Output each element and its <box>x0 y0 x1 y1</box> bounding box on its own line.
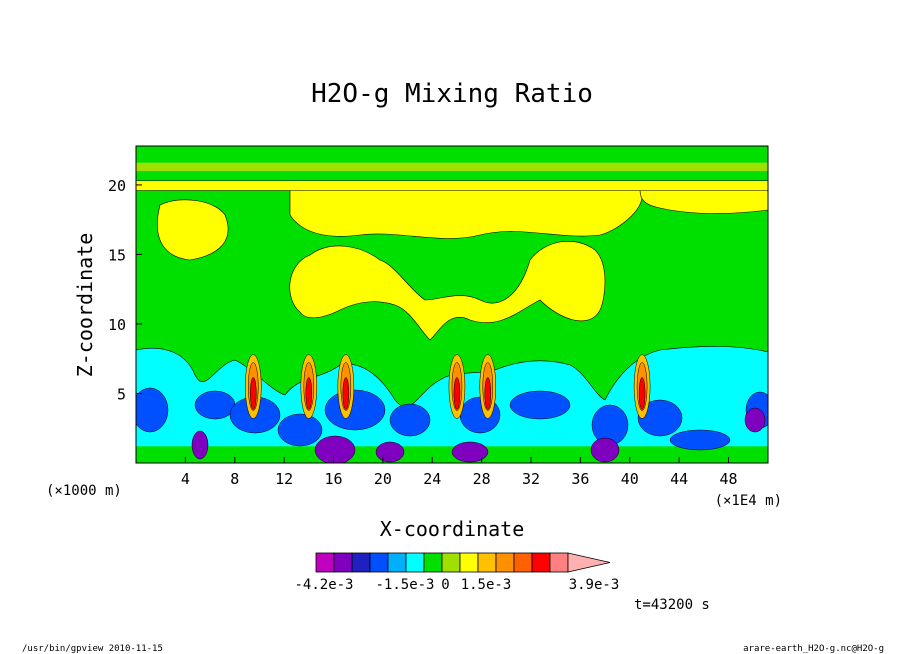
colorbar-swatch <box>531 552 551 573</box>
y-tick-label: 5 <box>117 385 126 403</box>
region-yellow-strip-20 <box>136 180 768 191</box>
y-tick-label: 20 <box>108 177 126 195</box>
region-yellow-left-blob <box>157 199 229 261</box>
core-inner-4 <box>484 377 492 410</box>
colorbar-label: 3.9e-3 <box>569 577 620 593</box>
x-tick-label: 20 <box>374 470 392 488</box>
region-purple-3 <box>451 441 489 463</box>
x-axis-label: X-coordinate <box>380 517 525 541</box>
region-lightgreen-strip <box>136 162 768 172</box>
plot-area <box>136 146 768 463</box>
colorbar-label: -4.2e-3 <box>294 577 353 593</box>
core-inner-2 <box>342 377 350 410</box>
x-tick-label: 8 <box>230 470 239 488</box>
x-unit-right: (×1E4 m) <box>715 493 782 509</box>
x-tick-label: 24 <box>423 470 441 488</box>
region-purple-5 <box>744 407 766 433</box>
x-tick-label: 40 <box>621 470 639 488</box>
region-yellow-top <box>289 189 643 239</box>
y-axis-label: Z-coordinate <box>73 233 97 378</box>
colorbar-arrow <box>567 552 611 573</box>
x-tick-label: 32 <box>522 470 540 488</box>
core-inner-3 <box>453 377 461 410</box>
colorbar-swatch <box>351 552 371 573</box>
y-tick-label: 15 <box>108 246 126 264</box>
region-purple-4 <box>590 437 620 463</box>
region-purple-0 <box>191 430 209 460</box>
x-tick-label: 44 <box>670 470 688 488</box>
footer-right: arare-earth_H2O-g.nc@H2O-g <box>743 644 884 654</box>
x-tick-label: 36 <box>571 470 589 488</box>
footer-left: /usr/bin/gpview 2010-11-15 <box>22 644 163 654</box>
region-yellow-right <box>639 189 768 214</box>
colorbar-label: 0 <box>441 577 449 593</box>
colorbar-swatch <box>459 552 479 573</box>
region-blue-7 <box>509 390 571 420</box>
colorbar-swatch <box>549 552 569 573</box>
region-blue-11 <box>669 429 731 451</box>
colorbar-swatch <box>441 552 461 573</box>
y-tick-label: 10 <box>108 316 126 334</box>
x-tick-label: 48 <box>719 470 737 488</box>
colorbar-label: 1.5e-3 <box>461 577 512 593</box>
colorbar-swatch <box>333 552 353 573</box>
region-blue-3 <box>277 413 323 447</box>
chart-title: H2O-g Mixing Ratio <box>311 79 593 109</box>
colorbar-swatch <box>513 552 533 573</box>
colorbar-swatch <box>423 552 443 573</box>
region-blue-1 <box>194 390 236 420</box>
x-unit-left: (×1000 m) <box>46 483 122 499</box>
colorbar-swatch <box>495 552 515 573</box>
x-tick-label: 12 <box>275 470 293 488</box>
core-inner-1 <box>305 377 313 410</box>
region-blue-4 <box>324 389 386 431</box>
colorbar-swatch <box>405 552 425 573</box>
x-tick-label: 16 <box>324 470 342 488</box>
region-blue-5 <box>389 403 431 437</box>
x-tick-label: 28 <box>473 470 491 488</box>
colorbar-label: -1.5e-3 <box>375 577 434 593</box>
time-annotation: t=43200 s <box>634 597 710 613</box>
region-blue-9 <box>637 399 683 437</box>
core-inner-0 <box>250 377 257 410</box>
colorbar-swatch <box>477 552 497 573</box>
colorbar-swatch <box>369 552 389 573</box>
region-green-surface <box>136 446 768 463</box>
y-axis: 5 10 15 20 <box>108 177 142 403</box>
region-purple-1 <box>314 435 356 463</box>
core-inner-5 <box>638 377 646 410</box>
x-axis: 4 8 12 16 20 24 28 32 36 40 44 48 <box>136 457 768 488</box>
colorbar: -4.2e-3 -1.5e-3 0 1.5e-3 3.9e-3 <box>294 552 620 593</box>
region-yellow-plume <box>289 241 606 341</box>
region-blue-0 <box>136 387 169 433</box>
colorbar-swatch <box>387 552 407 573</box>
colorbar-swatch <box>315 552 335 573</box>
x-tick-label: 4 <box>181 470 190 488</box>
region-purple-2 <box>375 441 405 463</box>
